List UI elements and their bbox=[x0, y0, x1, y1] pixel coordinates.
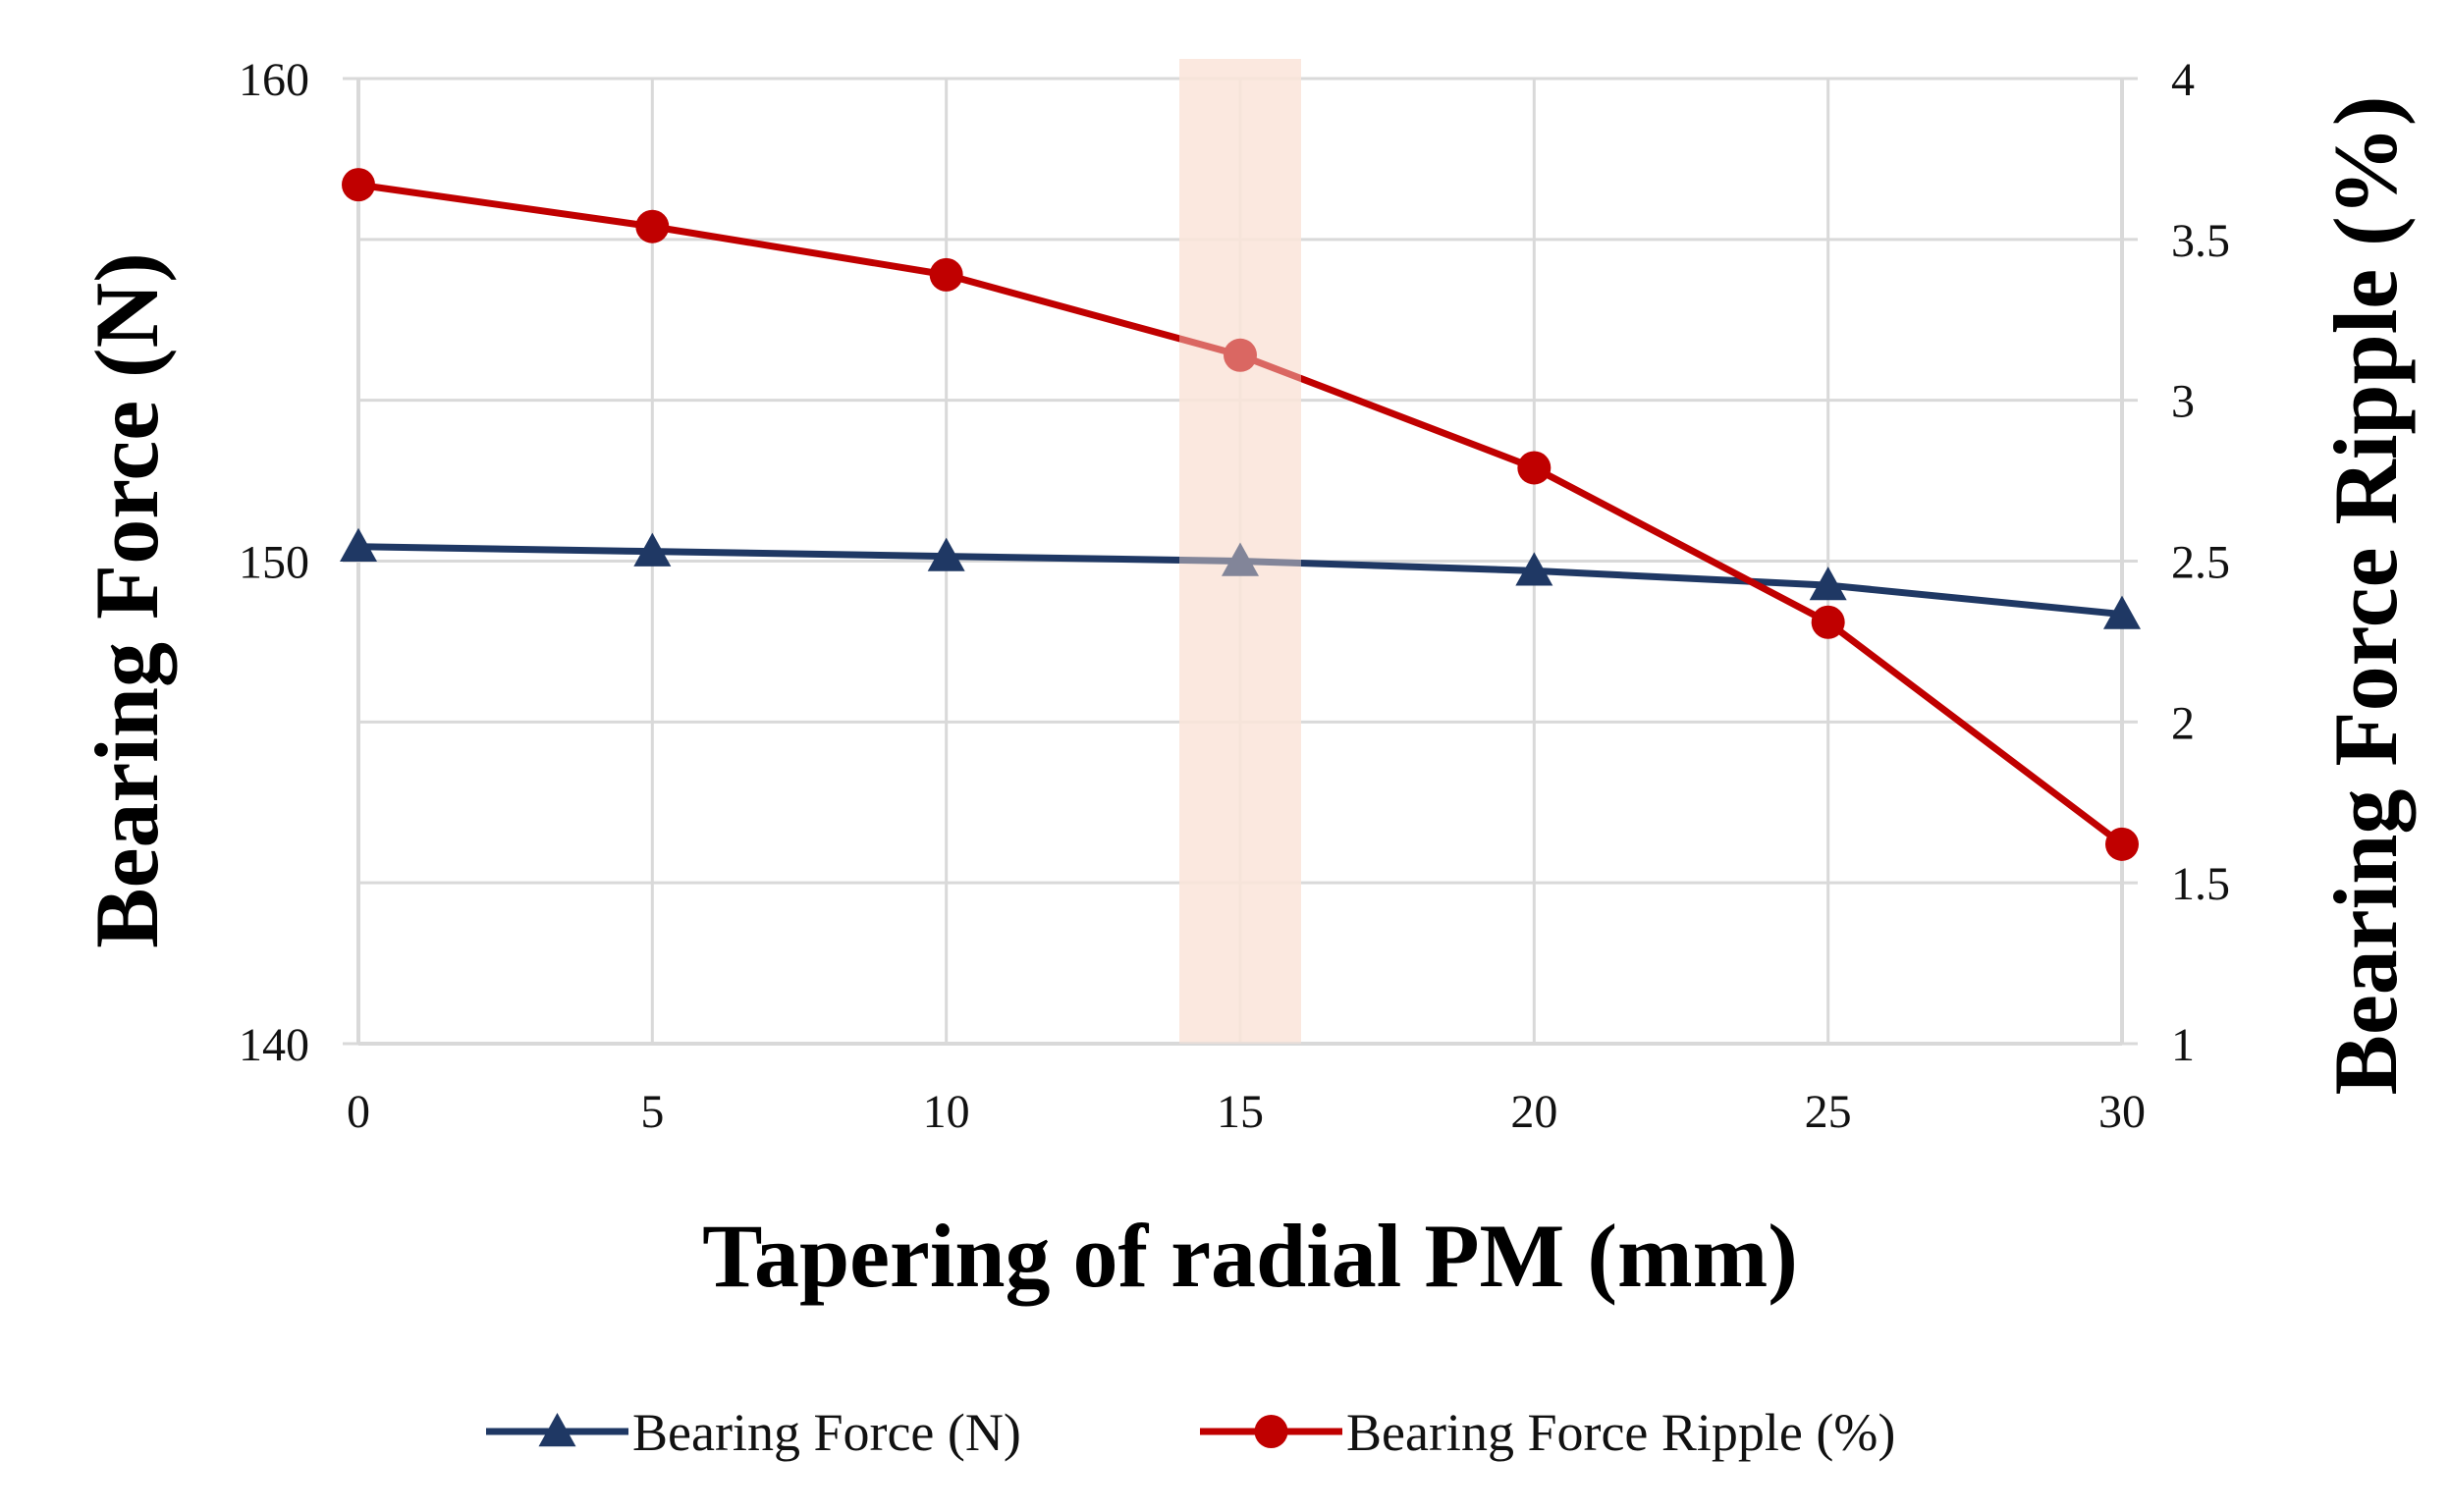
ripple-point-marker bbox=[1224, 338, 1257, 372]
right-tick-label: 1.5 bbox=[2171, 858, 2230, 910]
x-tick-label: 30 bbox=[2098, 1086, 2146, 1138]
force-point-marker bbox=[927, 537, 965, 571]
force-point-marker bbox=[633, 532, 672, 567]
legend-marker-ripple bbox=[1254, 1415, 1288, 1448]
x-tick-label: 10 bbox=[923, 1086, 970, 1138]
highlight-band-overlay bbox=[1179, 59, 1301, 1044]
series-layer bbox=[340, 59, 2141, 1044]
x-tick-label: 0 bbox=[347, 1086, 370, 1138]
force-point-marker bbox=[340, 527, 377, 562]
right-tick-label: 3.5 bbox=[2171, 215, 2230, 267]
right-tick-label: 3 bbox=[2171, 376, 2195, 428]
ripple-point-marker bbox=[2105, 827, 2139, 861]
left-tick-label: 160 bbox=[239, 54, 309, 106]
x-tick-label: 5 bbox=[640, 1086, 664, 1138]
labels-layer: 140 150 160 1 1.5 2 2.5 3 3.5 4 0 5 10 15 20 25 30 Bearin… bbox=[77, 54, 2416, 1306]
x-axis-title: Tapering of radial PM (mm) bbox=[702, 1206, 1798, 1306]
force-point-marker bbox=[1515, 552, 1553, 586]
right-tick-label: 4 bbox=[2171, 54, 2195, 106]
legend-layer: Bearing Force (N) Bearing Force Ripple (%… bbox=[486, 1403, 1895, 1462]
x-tick-label: 15 bbox=[1217, 1086, 1264, 1138]
left-tick-label: 150 bbox=[239, 537, 309, 589]
legend-label-force: Bearing Force (N) bbox=[632, 1403, 1021, 1462]
x-tick-label: 25 bbox=[1805, 1086, 1852, 1138]
force-point-marker bbox=[1222, 542, 1259, 576]
legend-label-ripple: Bearing Force Ripple (%) bbox=[1346, 1403, 1895, 1462]
right-tick-label: 1 bbox=[2171, 1019, 2195, 1071]
left-axis-title: Bearing Force (N) bbox=[77, 252, 177, 948]
legend-marker-force bbox=[538, 1413, 576, 1447]
left-tick-label: 140 bbox=[239, 1019, 309, 1071]
ripple-point-marker bbox=[929, 257, 963, 292]
ripple-point-marker bbox=[342, 168, 375, 202]
right-axis-title: Bearing Force Ripple (%) bbox=[2315, 96, 2416, 1096]
x-tick-label: 20 bbox=[1510, 1086, 1557, 1138]
force-point-marker bbox=[2103, 595, 2141, 629]
right-tick-label: 2 bbox=[2171, 697, 2195, 749]
ripple-point-marker bbox=[1517, 451, 1552, 485]
force-point-marker bbox=[1809, 567, 1847, 601]
right-tick-label: 2.5 bbox=[2171, 537, 2230, 589]
ripple-point-marker bbox=[1811, 605, 1845, 639]
ripple-point-marker bbox=[635, 209, 670, 243]
